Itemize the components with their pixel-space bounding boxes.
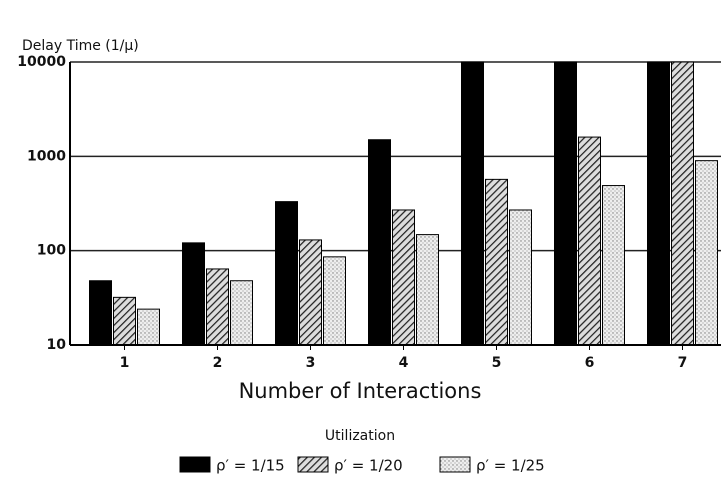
legend-swatch [439,456,471,473]
bar [695,160,718,346]
bar [137,308,160,346]
legend-swatch [179,456,211,473]
legend-label: ρ′ = 1/25 [476,457,545,475]
bar [392,209,415,346]
x-tick-label: 5 [492,355,502,371]
bar [323,256,346,346]
legend-title: Utilization [325,428,395,444]
bar [113,296,136,346]
bar [368,139,391,346]
legend-label: ρ′ = 1/20 [334,457,403,475]
y-tick-label: 1000 [27,148,66,164]
bar [485,178,508,346]
legend-swatch [297,456,329,473]
bar [647,61,670,346]
bar [578,136,601,346]
bar [461,61,484,346]
x-tick-label: 1 [120,355,130,371]
bar [602,185,625,346]
bar [182,242,205,346]
y-tick-label: 10000 [17,54,66,70]
y-axis-label: Delay Time (1/μ) [22,38,139,54]
x-tick-label: 3 [306,355,316,371]
bar [230,280,253,346]
x-axis-label: Number of Interactions [239,379,482,403]
y-tick-label: 10 [47,337,67,353]
bar [89,280,112,346]
legend-label: ρ′ = 1/15 [216,457,285,475]
bar [671,61,694,346]
y-tick-label: 100 [37,243,66,259]
x-tick-label: 4 [399,355,409,371]
bar [206,268,229,346]
bar [416,234,439,346]
bar [554,61,577,346]
x-tick-label: 6 [585,355,595,371]
bar [275,201,298,346]
x-tick-label: 7 [678,355,688,371]
bar [509,209,532,346]
bar [299,239,322,346]
x-tick-label: 2 [213,355,223,371]
